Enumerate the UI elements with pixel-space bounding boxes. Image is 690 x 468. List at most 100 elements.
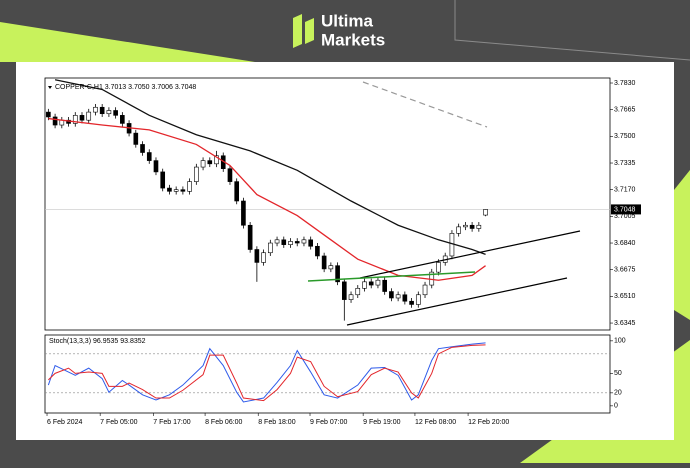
candle-body	[79, 115, 85, 121]
candle-body	[389, 291, 394, 299]
x-tick-label: 7 Feb 17:00	[153, 419, 190, 426]
candle-body	[422, 284, 428, 296]
candle-body	[483, 209, 488, 216]
candle-body	[113, 110, 118, 116]
candle-body	[140, 144, 145, 153]
candle-body	[402, 294, 408, 302]
chart-card	[16, 62, 674, 440]
candle-body	[160, 171, 166, 189]
candle-body	[194, 166, 199, 182]
candle-body	[268, 242, 273, 254]
candle-body	[274, 239, 280, 244]
last-price-box	[611, 204, 641, 215]
accent-shape	[0, 22, 255, 62]
candle-body	[469, 224, 475, 229]
candle-body	[288, 241, 293, 245]
x-tick-label: 12 Feb 08:00	[415, 419, 456, 426]
candle-body	[476, 224, 482, 229]
y-tick-label: 3.7830	[614, 80, 636, 87]
logo-icon	[293, 14, 302, 48]
y-tick-label: 50	[614, 370, 622, 377]
candle-body	[335, 265, 340, 283]
y-tick-label: 3.6345	[614, 320, 636, 327]
candle-body	[321, 255, 327, 270]
moving-average	[54, 79, 486, 255]
candle-body	[463, 224, 468, 228]
candle-body	[72, 115, 78, 124]
y-tick-label: 3.6840	[614, 240, 636, 247]
candle-body	[207, 160, 213, 165]
y-tick-label: 3.6675	[614, 267, 636, 274]
candle-body	[375, 279, 381, 286]
candle-body	[409, 300, 414, 305]
candle-body	[200, 160, 206, 168]
candle-body	[153, 160, 159, 173]
candle-body	[254, 249, 260, 263]
candle-body	[415, 294, 421, 305]
outline-deco	[454, 0, 690, 61]
y-tick-label: 3.7335	[614, 160, 636, 167]
candle-body	[52, 116, 58, 126]
x-tick-label: 8 Feb 18:00	[258, 419, 295, 426]
y-tick-label: 20	[614, 390, 622, 397]
brand-text: Ultima	[321, 11, 374, 30]
candle-body	[315, 245, 320, 257]
y-tick-label: 3.7500	[614, 133, 636, 140]
candle-body	[436, 262, 441, 273]
last-price-label: 3.7048	[614, 206, 636, 213]
candle-body	[355, 287, 361, 296]
candle-body	[214, 155, 219, 165]
candle-body	[167, 187, 172, 192]
x-tick-label: 9 Feb 07:00	[310, 419, 347, 426]
channel-line	[359, 230, 581, 279]
candle-body	[227, 168, 233, 182]
y-tick-label: 0	[614, 403, 618, 410]
candle-body	[106, 110, 112, 115]
x-tick-label: 12 Feb 20:00	[468, 419, 509, 426]
candle-body	[180, 189, 186, 192]
x-tick-label: 7 Feb 05:00	[100, 419, 137, 426]
candle-body	[382, 279, 387, 292]
candle-body	[146, 152, 152, 161]
stoch-line	[48, 344, 486, 402]
x-tick-label: 9 Feb 19:00	[363, 419, 400, 426]
candle-body	[456, 226, 461, 234]
chart-title: COPPER-C,H1 3.7013 3.7050 3.7006 3.7048	[55, 84, 196, 91]
accent-shape	[674, 170, 690, 320]
stoch-panel	[44, 334, 611, 414]
support-line	[307, 271, 476, 282]
candle-body	[341, 281, 347, 300]
title-arrow	[48, 86, 52, 89]
candle-body	[46, 111, 51, 118]
candle-body	[294, 241, 300, 244]
candle-body	[234, 181, 240, 202]
candle-body	[368, 281, 374, 286]
candle-body	[281, 239, 287, 245]
candle-body	[348, 294, 354, 300]
candle-body	[395, 294, 401, 299]
candle-body	[133, 132, 139, 145]
chart-title: Stoch(13,3,3) 96.9535 93.8352	[49, 338, 146, 345]
main-panel	[44, 77, 611, 331]
x-tick-label: 6 Feb 2024	[47, 419, 83, 426]
stoch-line	[47, 342, 486, 403]
x-tick-label: 8 Feb 06:00	[205, 419, 242, 426]
candle-body	[362, 281, 367, 289]
brand-text: Markets	[321, 30, 385, 49]
candle-body	[328, 265, 334, 270]
candle-body	[247, 224, 253, 250]
marks: 3.7830 3.7665 3.7500 3.7335 3.7170 3.7005 3.68…	[45, 79, 641, 426]
y-tick-label: 100	[614, 338, 626, 345]
candle-body	[99, 106, 105, 115]
dashed-trendline	[362, 81, 488, 128]
logo-icon	[305, 18, 314, 44]
moving-average	[48, 117, 486, 281]
y-tick-label: 3.7005	[614, 213, 636, 220]
candle-body	[301, 239, 307, 244]
y-tick-label: 3.6510	[614, 293, 636, 300]
y-tick-label: 3.7170	[614, 187, 636, 194]
candle-body	[173, 189, 179, 192]
candle-body	[86, 111, 92, 121]
candle-body	[93, 106, 98, 113]
